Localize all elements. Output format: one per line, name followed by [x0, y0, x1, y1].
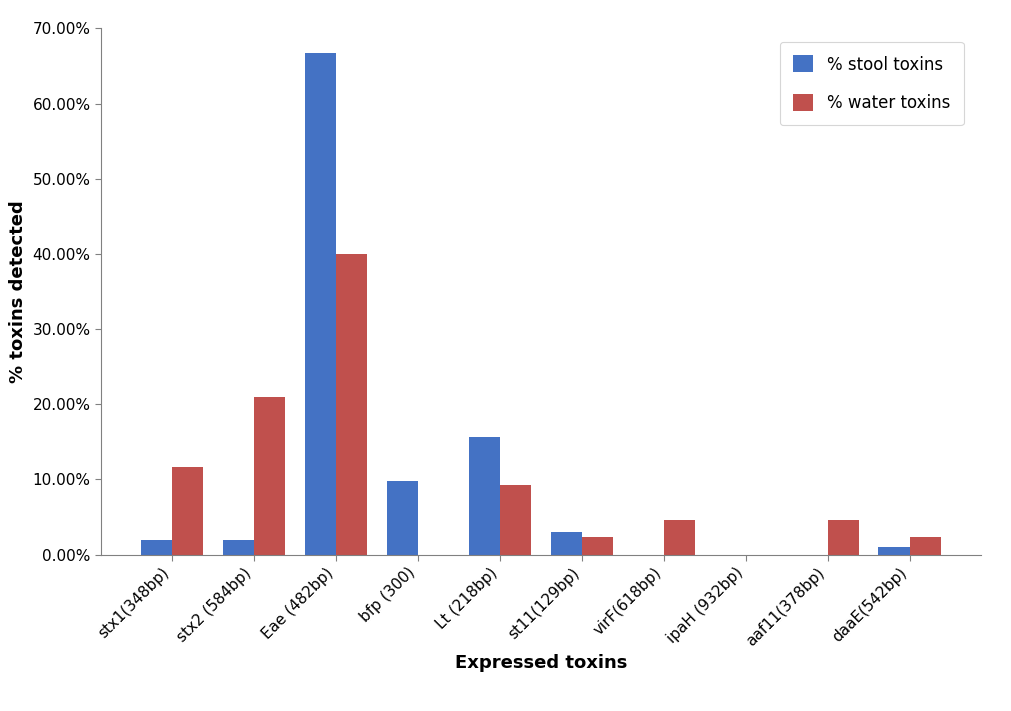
Bar [254, 397, 285, 555]
Bar [223, 540, 254, 555]
Bar [499, 485, 531, 555]
Bar [664, 520, 695, 555]
Bar [551, 533, 582, 555]
Bar [828, 520, 858, 555]
Bar [142, 540, 172, 555]
Bar [305, 53, 336, 555]
Bar [879, 547, 910, 555]
Y-axis label: % toxins detected: % toxins detected [9, 200, 27, 383]
Bar [387, 481, 418, 555]
Bar [582, 537, 613, 555]
Legend: % stool toxins, % water toxins: % stool toxins, % water toxins [780, 42, 963, 125]
Bar [172, 467, 203, 555]
Bar [910, 537, 940, 555]
Bar [336, 254, 367, 555]
Bar [469, 437, 499, 555]
X-axis label: Expressed toxins: Expressed toxins [455, 654, 627, 673]
